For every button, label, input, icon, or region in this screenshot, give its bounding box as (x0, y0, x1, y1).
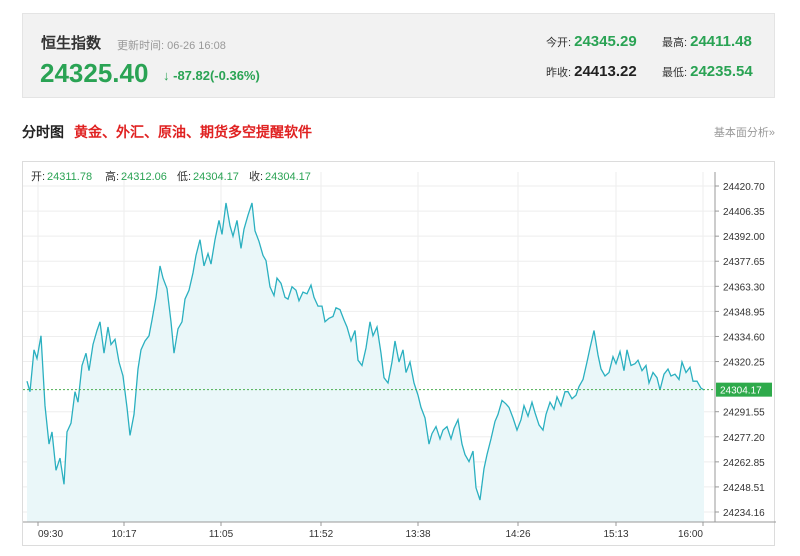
y-tick-label: 24334.60 (723, 332, 765, 343)
today-open-stat: 今开: 24345.29 (546, 33, 637, 50)
ohlc-open-label: 开: (31, 171, 45, 183)
prev-close-value: 24413.22 (574, 63, 637, 80)
promo-link[interactable]: 黄金、外汇、原油、期货多空提醒软件 (74, 124, 312, 140)
today-open-value: 24345.29 (574, 33, 637, 50)
y-tick-label: 24420.70 (723, 182, 765, 193)
ref-label-bg (716, 382, 772, 397)
intraday-chart: 24420.70 24406.35 24392.00 24377.65 24363.30… (22, 161, 776, 546)
y-tick-label: 24406.35 (723, 207, 765, 218)
quote-panel: 恒生指数 更新时间: 06-26 16:08 24325.40 ↓ -87.82… (22, 13, 775, 98)
price-change: ↓ -87.82(-0.36%) (163, 68, 260, 83)
fundamental-analysis-link[interactable]: 基本面分析» (713, 127, 775, 139)
x-tick-label: 10:17 (111, 529, 136, 540)
index-name: 恒生指数 (41, 35, 102, 52)
section-header: 分时图 黄金、外汇、原油、期货多空提醒软件 基本面分析» (22, 122, 775, 142)
price-line (26, 202, 705, 501)
low-label: 最低: (662, 67, 688, 79)
update-time: 更新时间: 06-26 16:08 (117, 40, 226, 52)
y-tick-label: 24262.85 (723, 458, 765, 469)
y-tick-label: 24234.16 (723, 508, 765, 519)
ohlc-open-value: 24311.78 (47, 171, 92, 183)
y-tick-label: 24320.25 (723, 358, 765, 369)
y-tick-label: 24291.55 (723, 408, 765, 419)
x-tick-label: 16:00 (678, 529, 703, 540)
price-area (27, 203, 704, 522)
y-tick-label: 24392.00 (723, 232, 765, 243)
chart-svg: 24420.70 24406.35 24392.00 24377.65 24363.30… (23, 169, 776, 540)
y-tick-label: 24348.95 (723, 307, 765, 318)
high-label: 最高: (662, 37, 688, 49)
x-tick-label: 09:30 (38, 529, 63, 540)
ohlc-low-label: 低: (177, 170, 191, 183)
ohlc-close-label: 收: (249, 169, 263, 183)
low-stat: 最低: 24235.54 (662, 63, 753, 80)
y-tick-label: 24248.51 (723, 483, 765, 494)
prev-close-stat: 昨收: 24413.22 (546, 63, 637, 80)
high-value: 24411.48 (690, 33, 752, 50)
y-tick-label: 24377.65 (723, 257, 765, 268)
ohlc-close-value: 24304.17 (265, 171, 311, 183)
y-tick-label: 24277.20 (723, 433, 765, 444)
current-price: 24325.40 (40, 58, 149, 88)
ref-label-group: 24304.17 (716, 382, 772, 397)
high-stat: 最高: 24411.48 (662, 33, 752, 50)
y-tick-label: 24363.30 (723, 282, 765, 293)
low-value: 24235.54 (690, 63, 753, 80)
y-axis-ticks: 24420.70 24406.35 24392.00 24377.65 24363.30… (714, 172, 765, 522)
section-title[interactable]: 分时图 (22, 124, 64, 140)
ohlc-high-value: 24312.06 (121, 171, 167, 183)
x-tick-label: 11:52 (309, 529, 334, 540)
x-tick-label: 14:26 (505, 529, 530, 540)
x-tick-label: 13:38 (405, 529, 430, 540)
x-axis-ticks: 09:30 10:17 11:05 11:52 13:38 14:26 15:13 16:00 (23, 521, 776, 540)
ohlc-high-label: 高: (105, 169, 119, 183)
x-tick-label: 15:13 (603, 529, 628, 540)
ohlc-low-value: 24304.17 (193, 171, 239, 183)
today-open-label: 今开: (546, 37, 572, 49)
ohlc-readout: 开: 24311.78 高: 24312.06 低: 24304.17 收: 2… (31, 169, 311, 183)
ref-label-text: 24304.17 (720, 386, 762, 397)
prev-close-label: 昨收: (546, 67, 572, 79)
x-tick-label: 11:05 (209, 529, 234, 540)
